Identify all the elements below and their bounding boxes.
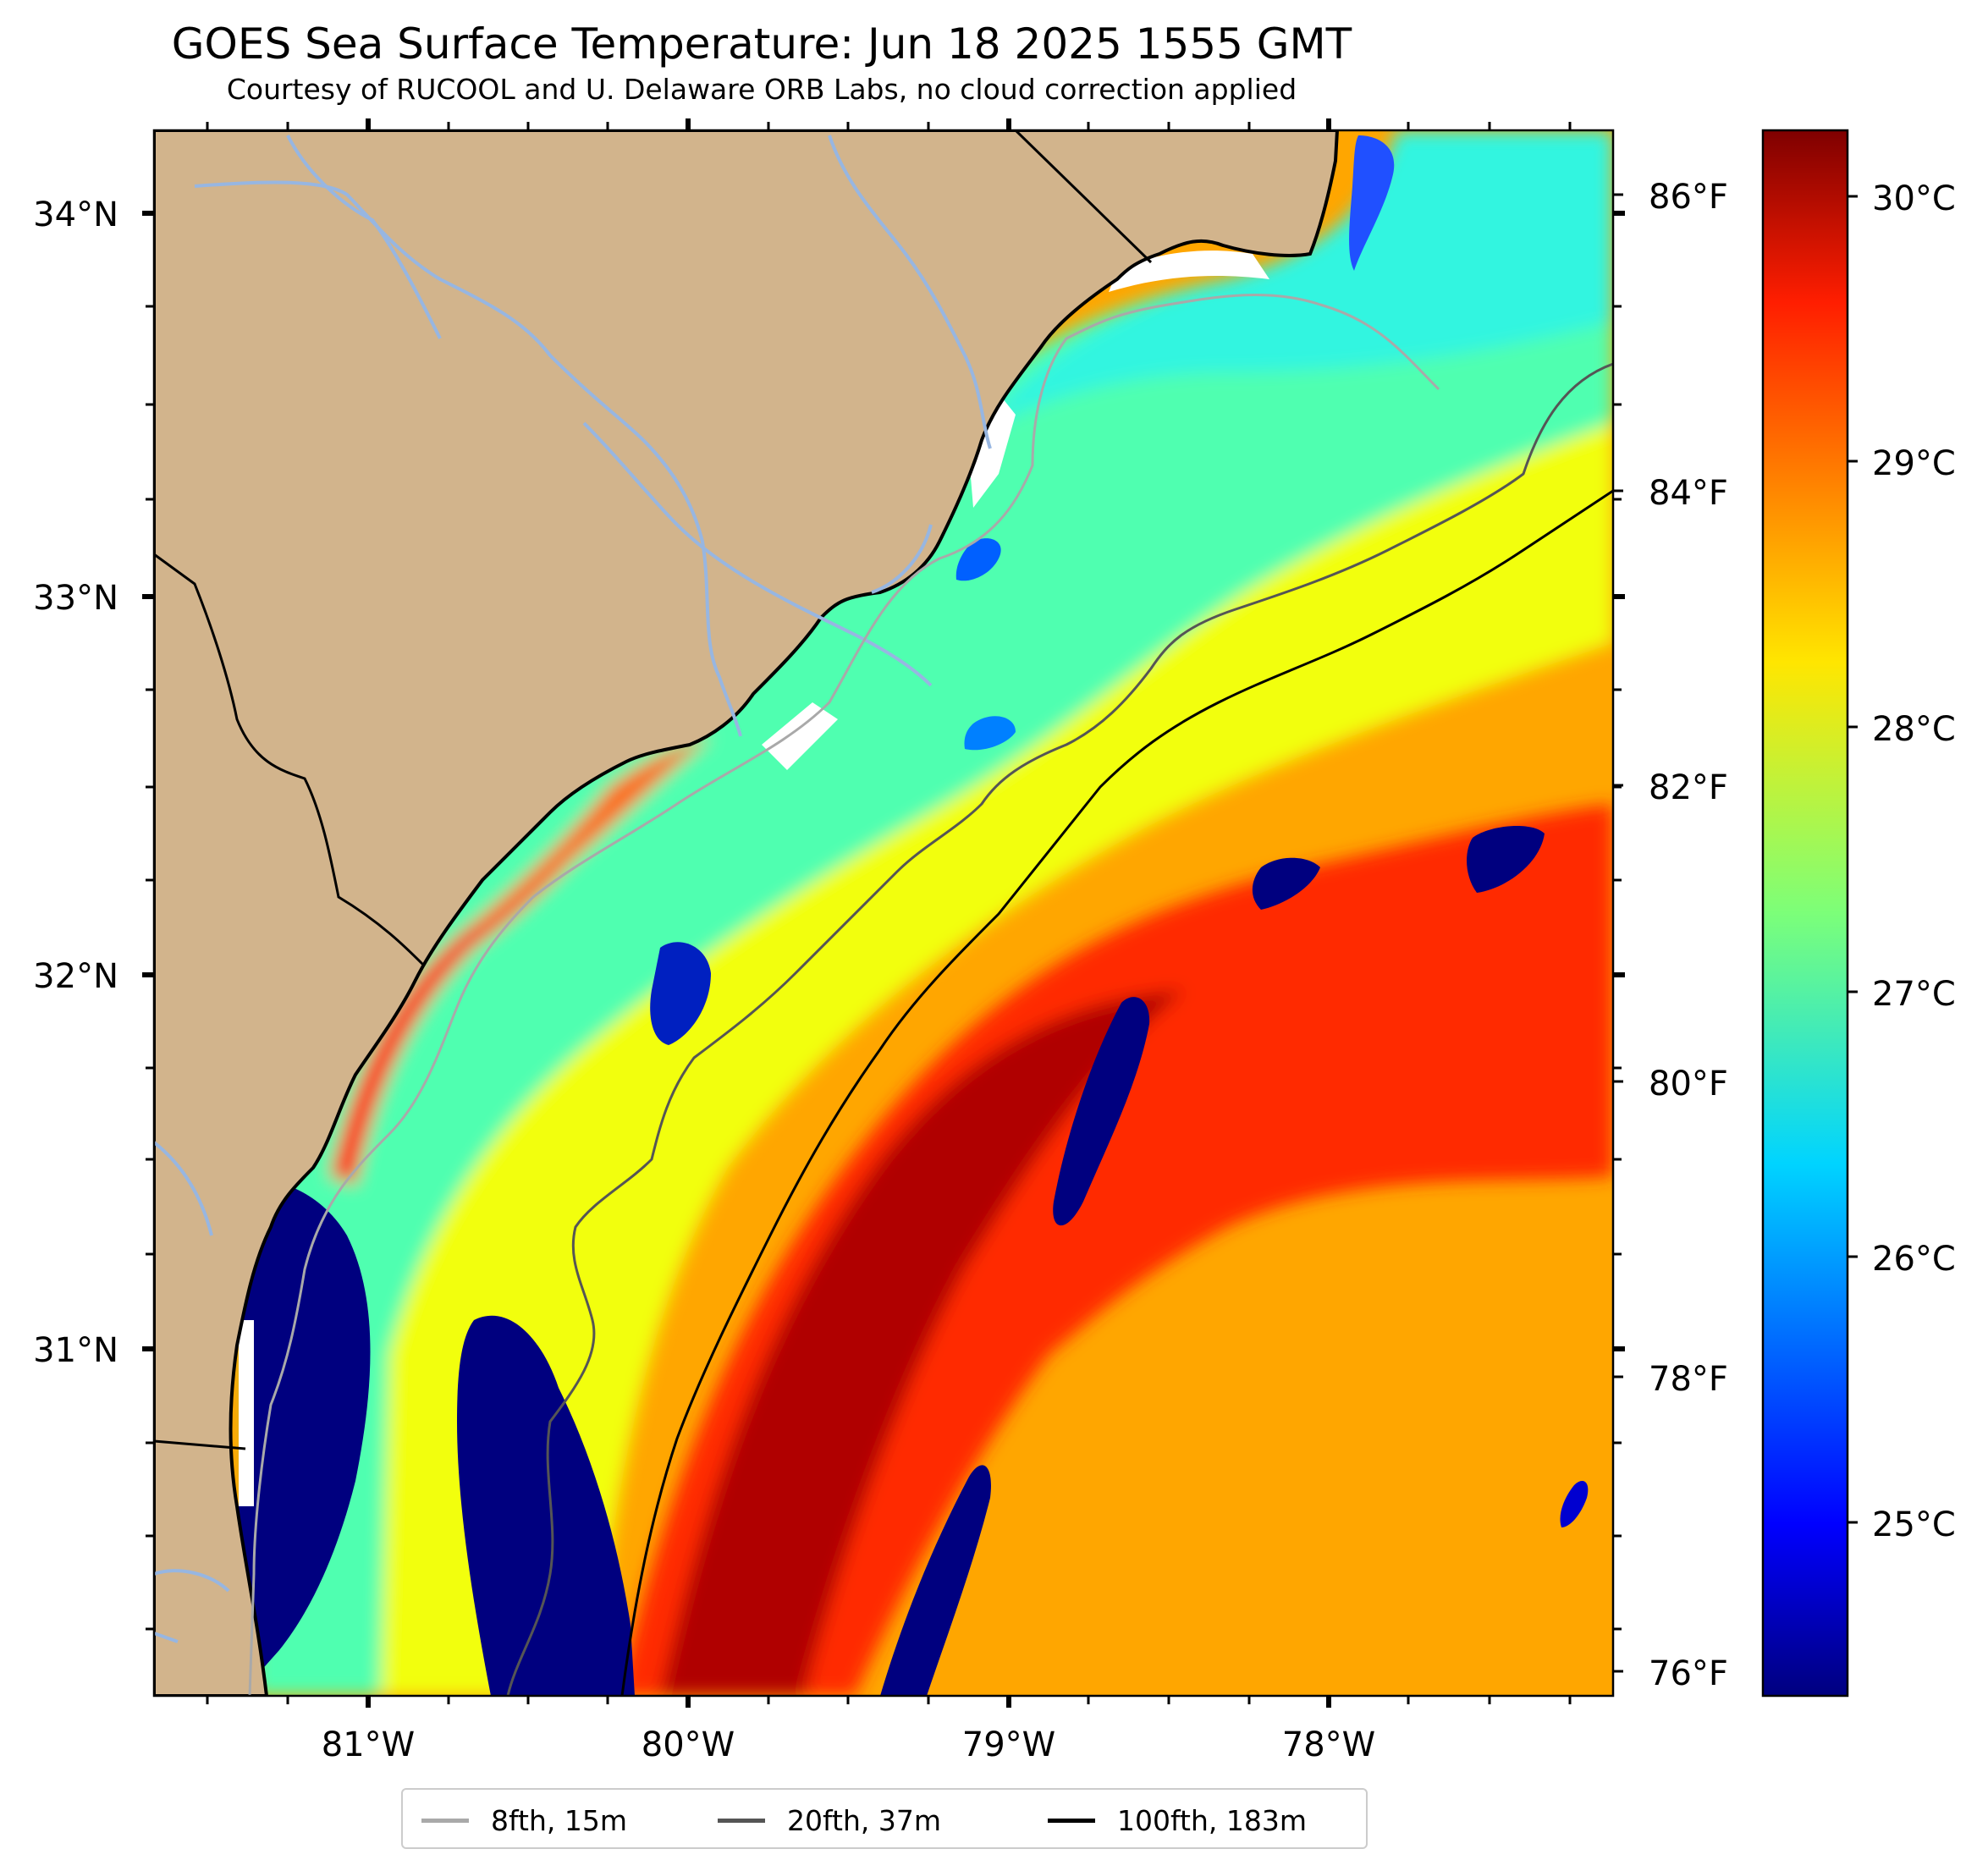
lon-tick-78w: 78°W bbox=[1282, 1725, 1375, 1764]
lon-tick-81w: 81°W bbox=[322, 1725, 415, 1764]
rivers bbox=[154, 135, 992, 1643]
colorbar-tick-28c: 28°C bbox=[1872, 710, 1956, 749]
isobath-183m bbox=[620, 489, 1613, 1696]
lat-tick-31n: 31°N bbox=[33, 1331, 118, 1370]
map-title: GOES Sea Surface Temperature: Jun 18 202… bbox=[171, 19, 1352, 69]
map-ticks bbox=[142, 118, 1625, 1708]
isobaths bbox=[248, 293, 1613, 1696]
legend-line-37m bbox=[718, 1818, 765, 1823]
fahrenheit-tick-86: 86°F bbox=[1649, 178, 1728, 217]
fahrenheit-tick-78: 78°F bbox=[1649, 1360, 1728, 1399]
isobath-37m bbox=[506, 362, 1613, 1696]
lat-tick-32n: 32°N bbox=[33, 957, 118, 996]
colorbar bbox=[1761, 129, 1849, 1698]
colorbar-tick-25c: 25°C bbox=[1872, 1505, 1956, 1544]
isobath-legend: 8fth, 15m 20fth, 37m 100fth, 183m bbox=[401, 1788, 1368, 1849]
map-subtitle: Courtesy of RUCOOL and U. Delaware ORB L… bbox=[226, 73, 1297, 106]
map-area bbox=[154, 130, 1613, 1696]
colorbar-tick-29c: 29°C bbox=[1872, 444, 1956, 483]
legend-label-15m: 8fth, 15m bbox=[491, 1803, 628, 1837]
legend-line-15m bbox=[421, 1818, 469, 1823]
legend-item-183m: 100fth, 183m bbox=[1048, 1790, 1307, 1851]
lat-tick-34n: 34°N bbox=[33, 195, 118, 234]
legend-item-37m: 20fth, 37m bbox=[718, 1790, 941, 1851]
legend-line-183m bbox=[1048, 1818, 1095, 1823]
fahrenheit-tick-84: 84°F bbox=[1649, 474, 1728, 513]
colorbar-ticks bbox=[1848, 195, 1858, 1524]
fahrenheit-tick-76: 76°F bbox=[1649, 1654, 1728, 1693]
fahrenheit-tick-80: 80°F bbox=[1649, 1065, 1728, 1103]
fahrenheit-axis-ticks bbox=[1613, 193, 1623, 1673]
land-mass bbox=[154, 130, 1340, 1696]
fahrenheit-tick-82: 82°F bbox=[1649, 768, 1728, 807]
state-boundaries bbox=[154, 130, 1153, 1450]
legend-label-183m: 100fth, 183m bbox=[1117, 1803, 1307, 1837]
isobath-15m bbox=[248, 293, 1440, 1696]
colorbar-tick-27c: 27°C bbox=[1872, 975, 1956, 1014]
legend-label-37m: 20fth, 37m bbox=[787, 1803, 941, 1837]
colorbar-tick-26c: 26°C bbox=[1872, 1240, 1956, 1279]
map-frame bbox=[152, 129, 1615, 1698]
lat-tick-33n: 33°N bbox=[33, 579, 118, 618]
legend-item-15m: 8fth, 15m bbox=[421, 1790, 627, 1851]
lon-tick-79w: 79°W bbox=[962, 1725, 1055, 1764]
lon-tick-80w: 80°W bbox=[642, 1725, 735, 1764]
colorbar-tick-30c: 30°C bbox=[1872, 179, 1956, 218]
